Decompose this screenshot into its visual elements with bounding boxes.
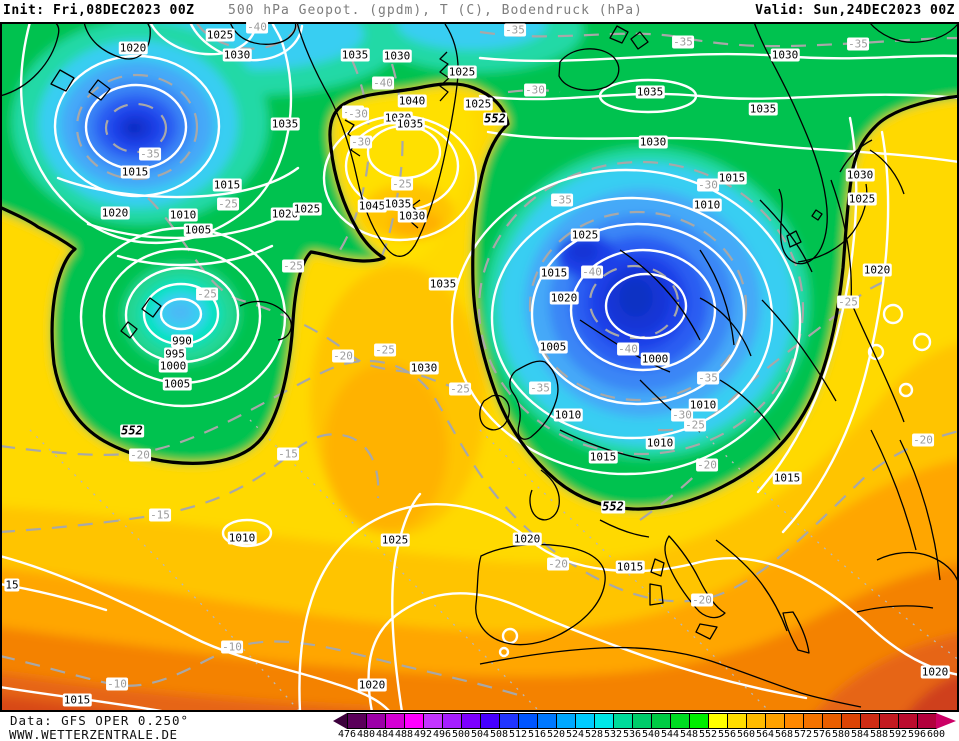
legend-cell — [898, 714, 918, 728]
map-header: Init: Fri,08DEC2023 00Z 500 hPa Geopot. … — [0, 0, 959, 22]
legend-tick-label: 592 — [888, 729, 908, 740]
weather-map-canvas — [0, 22, 959, 712]
legend-cell — [404, 714, 424, 728]
legend-cell — [499, 714, 519, 728]
legend-cell — [651, 714, 671, 728]
legend-cell — [765, 714, 785, 728]
geopotential-field — [0, 22, 959, 712]
legend-cell — [575, 714, 595, 728]
legend-cell — [594, 714, 614, 728]
legend-cell — [803, 714, 823, 728]
legend-tick-label: 572 — [793, 729, 813, 740]
legend-cell — [689, 714, 709, 728]
legend-cell — [518, 714, 538, 728]
legend-tick-label: 580 — [831, 729, 851, 740]
legend-cell — [385, 714, 405, 728]
legend-cell — [366, 714, 386, 728]
legend-cell — [537, 714, 557, 728]
legend-tick-label: 500 — [451, 729, 471, 740]
legend-cell — [708, 714, 728, 728]
legend-left-arrow — [333, 713, 347, 729]
legend-tick-label: 512 — [508, 729, 528, 740]
legend-tick-label: 492 — [413, 729, 433, 740]
legend-cell — [613, 714, 633, 728]
thickness-552-line — [0, 82, 959, 511]
legend-tick-label: 476 — [337, 729, 357, 740]
legend-tick-label: 584 — [850, 729, 870, 740]
legend-tick-label: 536 — [622, 729, 642, 740]
legend-tick-label: 568 — [774, 729, 794, 740]
legend-cell — [917, 714, 937, 728]
init-time-label: Init: Fri,08DEC2023 00Z — [3, 3, 195, 18]
legend-cell — [423, 714, 443, 728]
legend-tick-label: 520 — [546, 729, 566, 740]
legend-tick-label: 488 — [394, 729, 414, 740]
graticule-lines — [29, 419, 959, 712]
map-title: 500 hPa Geopot. (gpdm), T (C), Bodendruc… — [228, 3, 643, 18]
legend-right-arrow — [936, 713, 956, 729]
legend-tick-label: 564 — [755, 729, 775, 740]
legend-bar — [347, 713, 938, 729]
legend-cell — [746, 714, 766, 728]
legend-tick-label: 544 — [660, 729, 680, 740]
legend-cell — [632, 714, 652, 728]
pressure-isobars — [0, 22, 959, 712]
legend-tick-label: 600 — [926, 729, 946, 740]
legend-cell — [670, 714, 690, 728]
legend-tick-label: 504 — [470, 729, 490, 740]
legend-cell — [784, 714, 804, 728]
geopotential-color-scale: 476 480 484 488 492 496 500 504 508 512 516 520 524 5… — [333, 713, 959, 741]
legend-cell — [879, 714, 899, 728]
legend-tick-label: 532 — [603, 729, 623, 740]
legend-cell — [860, 714, 880, 728]
website-label: WWW.WETTERZENTRALE.DE — [9, 727, 178, 741]
legend-tick-label: 548 — [679, 729, 699, 740]
legend-tick-label: 596 — [907, 729, 927, 740]
legend-cell — [841, 714, 861, 728]
legend-tick-label: 508 — [489, 729, 509, 740]
legend-cell — [822, 714, 842, 728]
legend-tick-label: 480 — [356, 729, 376, 740]
data-source-label: Data: GFS OPER 0.250° — [10, 713, 190, 728]
valid-time-label: Valid: Sun,24DEC2023 00Z — [755, 3, 955, 18]
legend-cell — [461, 714, 481, 728]
legend-tick-label: 576 — [812, 729, 832, 740]
legend-tick-label: 540 — [641, 729, 661, 740]
legend-cell — [480, 714, 500, 728]
weather-map: 1020 1025 1030 1035 1030 1025 1040 1025 1030 1035… — [0, 20, 959, 712]
legend-tick-label: 560 — [736, 729, 756, 740]
legend-cell — [442, 714, 462, 728]
legend-cell — [348, 714, 367, 728]
legend-tick-label: 524 — [565, 729, 585, 740]
legend-tick-label: 484 — [375, 729, 395, 740]
map-footer: Data: GFS OPER 0.250° WWW.WETTERZENTRALE… — [0, 712, 959, 741]
map-frame — [0, 22, 959, 712]
legend-tick-label: 552 — [698, 729, 718, 740]
legend-tick-label: 556 — [717, 729, 737, 740]
legend-tick-label: 588 — [869, 729, 889, 740]
legend-tick-label: 516 — [527, 729, 547, 740]
legend-cell — [727, 714, 747, 728]
legend-cell — [556, 714, 576, 728]
legend-tick-label: 528 — [584, 729, 604, 740]
legend-tick-label: 496 — [432, 729, 452, 740]
